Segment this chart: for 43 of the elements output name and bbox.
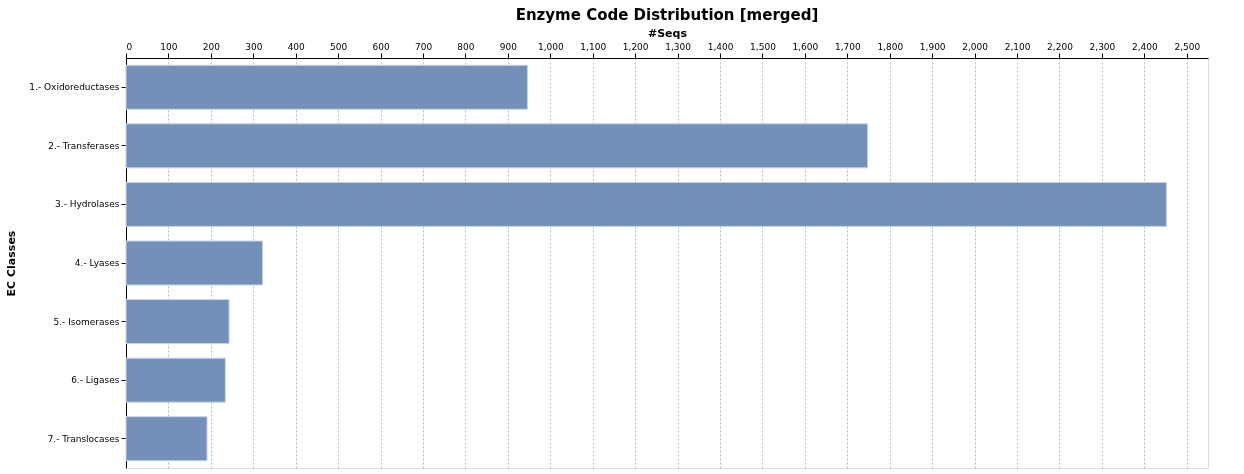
x-tick-label: 600 [372, 41, 390, 52]
y-tick-label: 7.- Translocases [47, 433, 120, 444]
x-tick-label: 200 [202, 41, 221, 52]
bar [125, 357, 226, 403]
x-tick-label: 1,100 [580, 41, 607, 52]
x-tick-label: 2,100 [1004, 41, 1031, 52]
x-tick-label: 1,500 [750, 41, 777, 52]
y-tick-label: 1.- Oxidoreductases [29, 82, 120, 93]
y-tick-label: 6.- Ligases [71, 375, 120, 386]
x-tick-label: 500 [330, 41, 348, 52]
bar [125, 64, 528, 110]
x-tick-label: 1,800 [877, 41, 904, 52]
x-tick-label: 2,200 [1047, 41, 1074, 52]
x-tick-label: 300 [245, 41, 263, 52]
x-tick-label: 800 [457, 41, 475, 52]
x-tick-label: 900 [499, 41, 518, 52]
bar [125, 181, 1167, 227]
x-tick-label: 1,200 [622, 41, 649, 52]
bar [125, 240, 264, 286]
x-tick-label: 100 [160, 41, 178, 52]
x-tick-label: 2,500 [1174, 41, 1201, 52]
x-tick-label: 700 [414, 41, 433, 52]
x-tick-label: 1,400 [707, 41, 734, 52]
chart-title: Enzyme Code Distribution [merged] [515, 6, 819, 24]
x-tick-label: 2,000 [962, 41, 989, 52]
x-tick-label: 2,400 [1131, 41, 1159, 52]
x-tick-label: 1,000 [537, 41, 564, 52]
y-tick-label: 5.- Isomerases [53, 316, 120, 327]
x-axis-title: #Seqs [647, 26, 688, 40]
bar [125, 123, 869, 169]
x-tick-label: 1,700 [834, 41, 861, 52]
x-tick-label: 1,300 [665, 41, 692, 52]
bar [125, 299, 230, 345]
y-tick-label: 2.- Transferases [48, 140, 120, 151]
x-tick-label: 400 [287, 41, 306, 52]
y-tick-label: 3.- Hydrolases [55, 199, 120, 210]
y-tick-label: 4.- Lyases [74, 258, 120, 268]
x-tick-label: 0 [126, 41, 133, 52]
bar [125, 416, 208, 462]
y-axis-title: EC Classes [5, 230, 19, 297]
x-tick-label: 2,300 [1089, 41, 1116, 52]
x-tick-label: 1,900 [919, 41, 946, 52]
x-tick-label: 1,600 [792, 41, 819, 52]
